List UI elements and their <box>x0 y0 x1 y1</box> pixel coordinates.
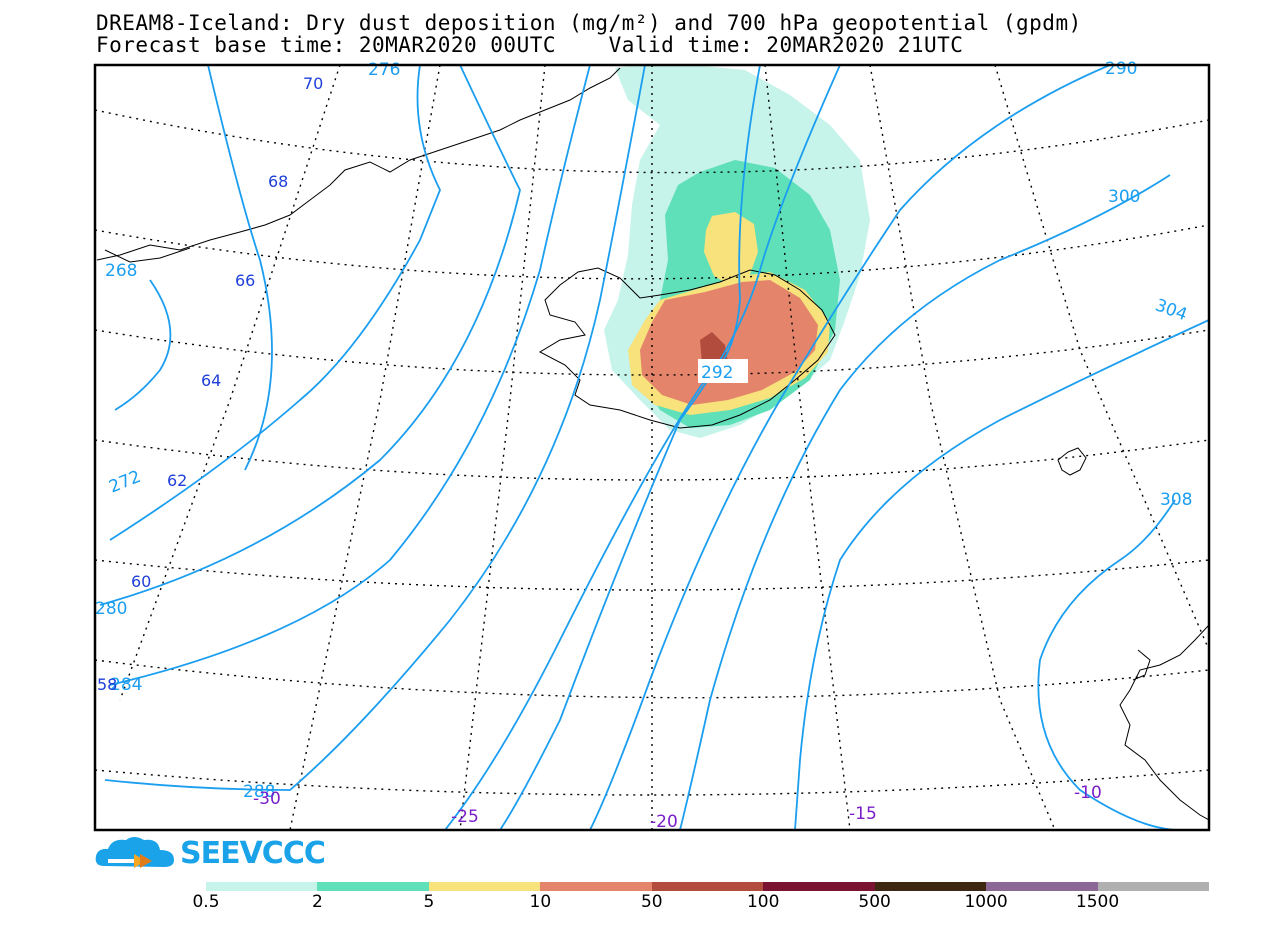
contour-label-284: 284 <box>110 675 142 695</box>
contour-label-290: 290 <box>1105 59 1137 79</box>
legend-swatch <box>428 882 541 891</box>
lat-label-60: 60 <box>131 572 151 591</box>
iceland-coast <box>538 267 836 429</box>
dust-area-5 <box>704 212 758 288</box>
legend-tick-label: 2 <box>312 892 323 912</box>
coastlines <box>96 67 1209 821</box>
contour-label-272: 272 <box>106 467 144 498</box>
lon-label-minus-20: -20 <box>650 812 678 832</box>
legend-swatch <box>540 882 652 891</box>
lat-label-70: 70 <box>303 74 323 93</box>
contour-label-292: 292 <box>701 363 733 383</box>
legend-swatch <box>651 882 764 891</box>
graticule <box>95 65 1209 830</box>
legend-swatch <box>874 882 987 891</box>
color-legend <box>206 882 1209 892</box>
legend-swatch <box>1097 882 1209 891</box>
geopotential-contours <box>99 65 1209 830</box>
legend-tick-label: 1000 <box>964 892 1008 912</box>
legend-tick-label: 500 <box>858 892 891 912</box>
legend-tick-label: 1500 <box>1075 892 1120 912</box>
lon-label-minus-15: -15 <box>849 804 877 824</box>
contour-label-280: 280 <box>95 599 127 619</box>
greenland-coast <box>96 67 621 261</box>
map-frame <box>93 63 1211 832</box>
lat-label-64: 64 <box>201 371 221 390</box>
legend-swatch <box>317 882 429 891</box>
legend-tick-label: 100 <box>746 892 780 912</box>
contour-label-276: 276 <box>368 60 400 80</box>
lon-label-minus-25: -25 <box>451 807 479 827</box>
lat-label-58: 58 <box>97 675 117 694</box>
cloud-arrow-icon <box>95 837 174 868</box>
contour-label-292-box <box>698 359 748 383</box>
map-title: DREAM8-Iceland: Dry dust deposition (mg/… <box>96 11 1082 35</box>
norway-coast <box>1119 624 1209 821</box>
contour-label-288: 288 <box>243 782 275 802</box>
contour-label-304: 304 <box>1152 295 1189 325</box>
lon-label-minus-30: -30 <box>253 789 281 809</box>
legend-swatch <box>206 882 318 891</box>
map-subtitle: Forecast base time: 20MAR2020 00UTC Vali… <box>96 33 964 57</box>
seevccc-logo: SEEVCCC <box>94 834 326 874</box>
lon-label-minus-10: -10 <box>1074 783 1102 803</box>
logo-text: SEEVCCC <box>180 836 326 871</box>
lat-label-68: 68 <box>268 172 288 191</box>
lat-label-62: 62 <box>167 471 187 490</box>
contour-label-308: 308 <box>1160 490 1192 510</box>
faroe-islands <box>1057 447 1087 476</box>
legend-swatch <box>986 882 1098 891</box>
legend-tick-label: 5 <box>423 892 435 912</box>
legend-swatch <box>763 882 875 891</box>
legend-tick-label: 50 <box>640 892 663 912</box>
legend-tick-label: 0.5 <box>192 892 220 912</box>
legend-tick-label: 10 <box>529 892 552 912</box>
contour-label-268: 268 <box>105 261 137 281</box>
contour-label-300: 300 <box>1108 187 1140 207</box>
lat-label-66: 66 <box>235 271 255 290</box>
